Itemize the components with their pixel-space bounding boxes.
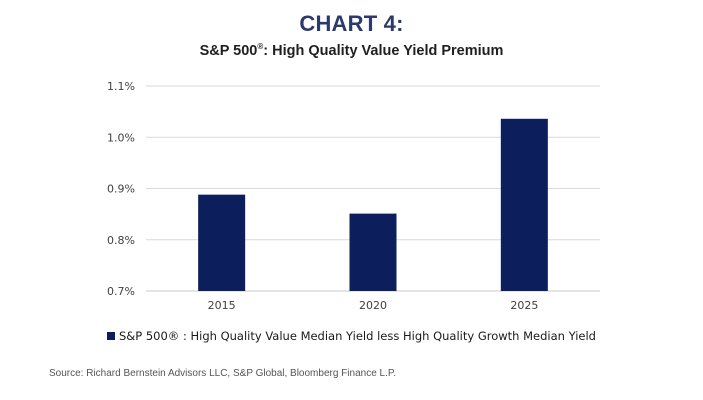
- source-note: Source: Richard Bernstein Advisors LLC, …: [49, 368, 397, 379]
- bar-2020: [349, 213, 397, 291]
- bar-chart: 0.7% 0.8% 0.9% 1.0% 1.1% 2015 2020 2025: [107, 80, 600, 312]
- bar-2015: [198, 194, 246, 291]
- y-tick-label: 1.0%: [107, 131, 135, 144]
- bars: [198, 118, 548, 291]
- chart-subtitle: S&P 500®: High Quality Value Yield Premi…: [0, 42, 703, 59]
- y-tick-label: 1.1%: [107, 80, 135, 93]
- subtitle-suffix: : High Quality Value Yield Premium: [263, 42, 504, 59]
- x-tick-label: 2015: [208, 299, 236, 312]
- legend-swatch: [107, 332, 115, 340]
- y-tick-label: 0.7%: [107, 285, 135, 298]
- y-tick-label: 0.9%: [107, 183, 135, 196]
- x-tick-label: 2020: [359, 299, 387, 312]
- subtitle-prefix: S&P 500: [199, 42, 258, 59]
- registered-mark: ®: [257, 42, 264, 51]
- x-axis-ticks: 2015 2020 2025: [208, 299, 539, 312]
- y-tick-label: 0.8%: [107, 234, 135, 247]
- legend-label: S&P 500® : High Quality Value Median Yie…: [119, 329, 596, 343]
- chart-title: CHART 4:: [299, 11, 404, 36]
- bar-2025: [500, 118, 548, 291]
- legend: S&P 500® : High Quality Value Median Yie…: [0, 329, 703, 343]
- y-axis-ticks: 0.7% 0.8% 0.9% 1.0% 1.1%: [107, 80, 135, 298]
- x-tick-label: 2025: [510, 299, 538, 312]
